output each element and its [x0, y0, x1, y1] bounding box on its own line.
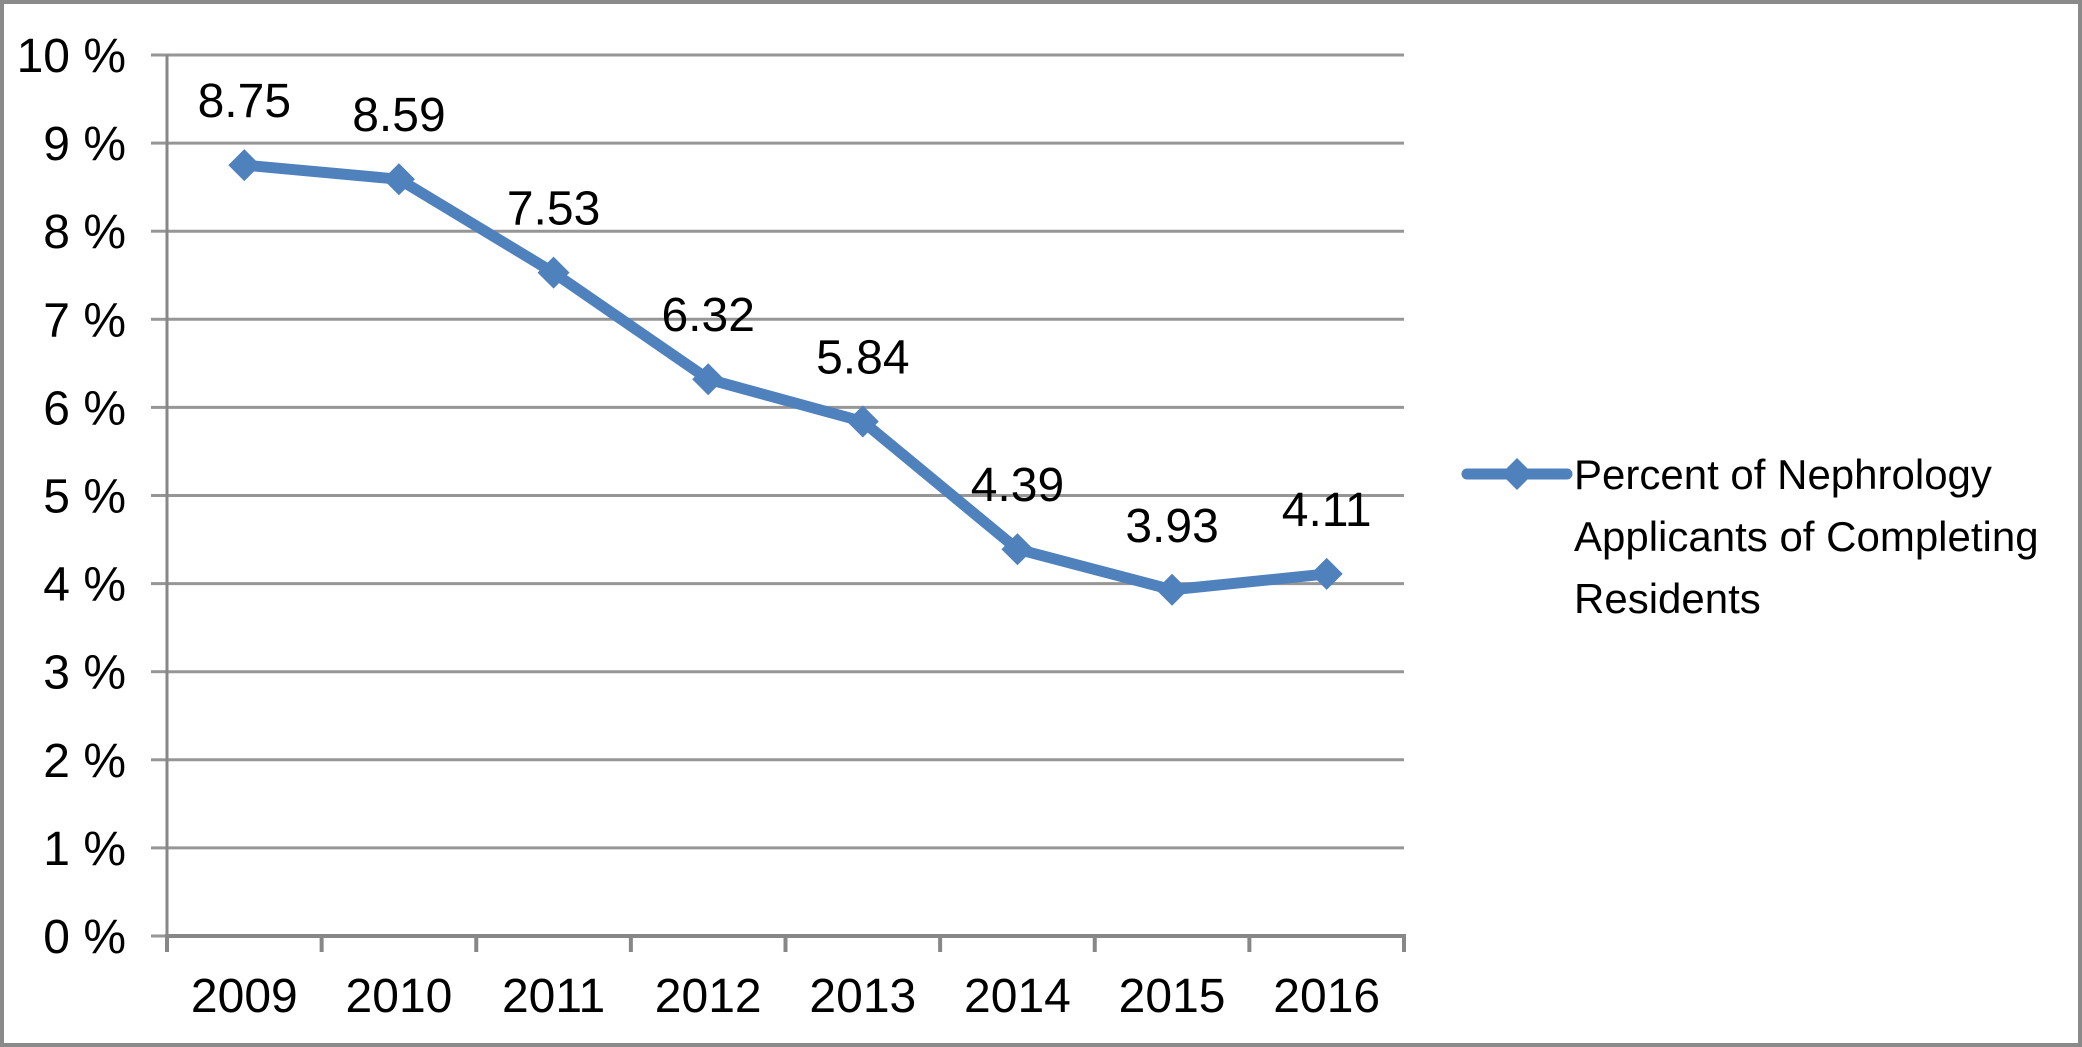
y-axis-labels: 0 % 1 % 2 % 3 % 4 % 5 % 6 % 7 % 8 % 9 % 10 %	[17, 30, 126, 964]
y-axis-tick-label: 7 %	[43, 294, 126, 347]
data-label: 5.84	[816, 331, 909, 384]
data-point-marker-icon	[1156, 573, 1189, 606]
x-axis-ticks	[165, 936, 1406, 952]
y-axis-tick-label: 3 %	[43, 647, 126, 700]
y-axis-tick-label: 10 %	[17, 30, 126, 83]
x-axis-tick-label: 2016	[1273, 970, 1380, 1023]
y-axis-tick-label: 9 %	[43, 118, 126, 171]
x-axis-tick-label: 2014	[964, 970, 1071, 1023]
series-line	[238, 159, 1333, 596]
legend-diamond-marker-icon	[1501, 458, 1533, 490]
y-axis-tick-label: 6 %	[43, 382, 126, 435]
data-series	[228, 149, 1343, 606]
data-label: 4.39	[971, 459, 1064, 512]
legend-text-line-2: Applicants of Completing	[1574, 513, 2039, 560]
data-label: 4.11	[1282, 484, 1372, 537]
x-axis-tick-label: 2013	[809, 970, 916, 1023]
data-label: 7.53	[507, 183, 600, 236]
x-axis-tick-label: 2012	[655, 970, 762, 1023]
data-point-marker-icon	[846, 405, 879, 438]
gridlines	[167, 53, 1404, 850]
x-axis-labels: 2009 2010 2011 2012 2013 2014 2015 2016	[191, 970, 1380, 1023]
data-point-marker-icon	[1310, 557, 1343, 590]
y-axis-tick-label: 4 %	[43, 559, 126, 612]
legend: Percent of Nephrology Applicants of Comp…	[1461, 451, 2039, 622]
data-label: 8.59	[352, 89, 445, 142]
y-axis-tick-label: 8 %	[43, 206, 126, 259]
x-axis-tick-label: 2010	[346, 970, 453, 1023]
x-axis-tick-label: 2011	[502, 970, 605, 1023]
y-axis-tick-label: 5 %	[43, 471, 126, 524]
data-point-marker-icon	[537, 256, 570, 289]
line-chart: 8.75 8.59 7.53 6.32 5.84 4.39 3.93 4.11 0 % 1 % 2…	[17, 30, 2039, 1023]
y-axis-ticks	[151, 53, 167, 938]
x-axis-tick-label: 2015	[1119, 970, 1226, 1023]
y-axis-tick-label: 2 %	[43, 735, 126, 788]
y-axis-tick-label: 1 %	[43, 823, 126, 876]
data-point-marker-icon	[228, 149, 261, 182]
x-axis-tick-label: 2009	[191, 970, 298, 1023]
data-labels: 8.75 8.59 7.53 6.32 5.84 4.39 3.93 4.11	[198, 75, 1372, 553]
legend-text-line-1: Percent of Nephrology	[1574, 451, 1992, 498]
data-label: 3.93	[1125, 500, 1218, 553]
data-point-marker-icon	[1001, 533, 1034, 566]
data-point-marker-icon	[692, 363, 725, 396]
axes	[165, 55, 1406, 952]
data-label: 8.75	[198, 75, 291, 128]
data-point-marker-icon	[382, 163, 415, 196]
data-label: 6.32	[661, 289, 754, 342]
y-axis-tick-label: 0 %	[43, 911, 126, 964]
legend-text-line-3: Residents	[1574, 575, 1761, 622]
